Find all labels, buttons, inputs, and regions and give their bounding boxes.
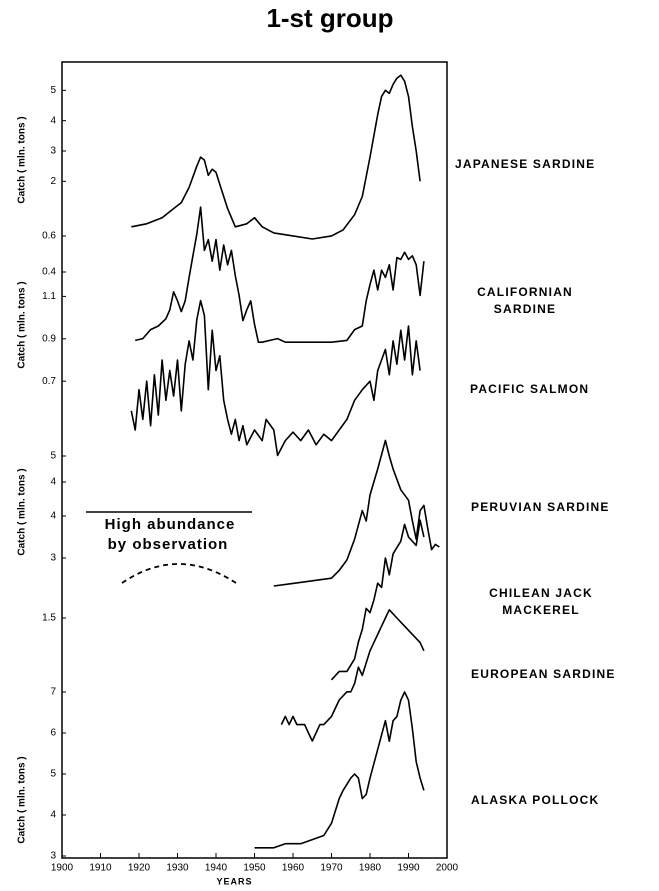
- x-tick-label: 1950: [243, 863, 266, 874]
- y-tick-label: 5: [50, 769, 56, 780]
- y-tick-label: 0.6: [42, 231, 56, 242]
- y-axis-label: Catch ( mln. tons ): [17, 116, 28, 203]
- y-tick-label: 3: [50, 851, 56, 862]
- series-line: [273, 439, 440, 587]
- y-axis-label: Catch ( mln. tons ): [17, 468, 28, 555]
- x-tick-label: 1980: [359, 863, 382, 874]
- annotation: by observation: [107, 536, 229, 553]
- y-tick-label: 7: [50, 687, 56, 698]
- y-tick-label: 2: [50, 176, 56, 187]
- x-tick-label: 1900: [51, 863, 74, 874]
- y-tick-label: 4: [50, 115, 56, 126]
- series-line: [254, 691, 425, 849]
- y-tick-label: 4: [50, 477, 56, 488]
- series-label: PERUVIAN SARDINE: [471, 500, 610, 514]
- x-tick-label: 1910: [89, 863, 112, 874]
- series-label: PACIFIC SALMON: [470, 382, 590, 396]
- series-line: [330, 519, 425, 681]
- series-label: JAPANESE SARDINE: [455, 157, 596, 171]
- annotation: High abundance: [104, 516, 236, 533]
- y-tick-label: 6: [50, 728, 56, 739]
- series-label: CHILEAN JACK MACKEREL: [489, 586, 593, 617]
- x-tick-label: 2000: [436, 863, 459, 874]
- abundance-arc: [121, 563, 237, 584]
- x-axis-label: YEARS: [216, 876, 252, 886]
- y-tick-label: 5: [50, 85, 56, 96]
- y-tick-label: 1.5: [42, 613, 56, 624]
- y-tick-label: 4: [50, 810, 56, 821]
- series-line: [280, 609, 425, 742]
- x-tick-label: 1920: [128, 863, 151, 874]
- x-tick-label: 1960: [282, 863, 305, 874]
- x-tick-label: 1930: [166, 863, 189, 874]
- chart-title: 1-st group: [266, 3, 393, 33]
- y-axis-label: Catch ( mln. tons ): [17, 281, 28, 368]
- y-tick-label: 3: [50, 146, 56, 157]
- series-label: ALASKA POLLOCK: [471, 793, 600, 807]
- y-tick-label: 0.9: [42, 333, 56, 344]
- y-tick-label: 1.1: [42, 291, 56, 302]
- series-label: EUROPEAN SARDINE: [471, 667, 616, 681]
- series-line: [131, 74, 421, 240]
- series-label: CALIFORNIAN SARDINE: [477, 285, 573, 316]
- x-tick-label: 1970: [320, 863, 343, 874]
- x-tick-label: 1940: [205, 863, 228, 874]
- x-tick-label: 1990: [397, 863, 420, 874]
- y-tick-label: 4: [50, 511, 56, 522]
- y-tick-label: 5: [50, 451, 56, 462]
- y-tick-label: 3: [50, 553, 56, 564]
- y-axis-label: Catch ( mln. tons ): [17, 756, 28, 843]
- series-line: [135, 206, 425, 343]
- series-line: [130, 299, 421, 457]
- y-tick-label: 0.4: [42, 267, 56, 278]
- y-tick-label: 0.7: [42, 376, 56, 387]
